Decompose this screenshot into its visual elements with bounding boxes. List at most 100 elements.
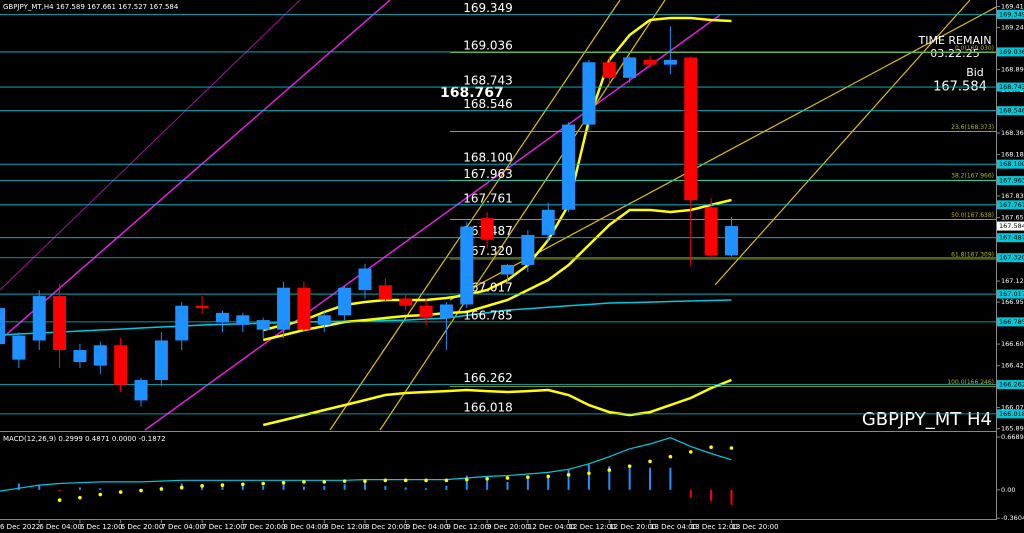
y-tick-label: -0.3604 — [1001, 514, 1024, 522]
signal-dot — [200, 484, 204, 488]
signal-dot — [505, 476, 510, 480]
macd-bar — [384, 485, 387, 490]
macd-bar — [99, 488, 102, 490]
time-remain-label: TIME REMAIN — [918, 34, 992, 47]
level-box — [997, 409, 1024, 419]
price-marker: 168.767 — [440, 85, 504, 101]
indicator-line — [262, 378, 732, 427]
macd-bar — [567, 469, 570, 490]
candle-body — [663, 59, 677, 65]
macd-bar — [323, 485, 326, 490]
signal-dot — [57, 498, 62, 502]
level-box-label: 167.963 — [999, 177, 1024, 185]
macd-bar — [730, 489, 733, 505]
level-label: 167.320 — [463, 244, 513, 258]
candle-body — [419, 305, 433, 318]
fib-label: 50.0(167.638) — [951, 212, 994, 219]
signal-dot — [179, 485, 184, 490]
channel-line — [0, 0, 301, 291]
signal-dot — [566, 473, 571, 477]
signal-dot — [403, 478, 408, 483]
signal-dot — [241, 482, 245, 487]
candle-body — [277, 287, 291, 330]
y-tick-label: 0.6689 — [1001, 433, 1024, 441]
macd-bar — [608, 466, 611, 490]
level-box — [997, 253, 1024, 263]
candle-body — [114, 345, 128, 385]
y-tick-label: 166.420 — [1001, 362, 1024, 370]
candle-body — [93, 345, 107, 366]
x-tick-label: 13 Dec 20:00 — [731, 523, 778, 531]
macd-bar — [58, 489, 61, 492]
y-tick-label: 166.950 — [1001, 298, 1024, 306]
signal-dot — [668, 454, 673, 459]
signal-dot — [98, 492, 103, 497]
candle-body — [358, 268, 372, 291]
level-box-label: 169.036 — [999, 48, 1024, 56]
level-box-label: 166.262 — [999, 381, 1024, 389]
x-tick-label: 8 Dec 12:00 — [324, 523, 367, 531]
signal-dot — [363, 479, 367, 483]
level-box-label: 168.100 — [999, 160, 1024, 168]
candle-body — [684, 57, 698, 201]
signal-dot — [118, 490, 123, 494]
x-tick-label: 6 Dec 20:00 — [121, 523, 164, 531]
y-tick-label: 166.600 — [1001, 340, 1024, 348]
level-box — [997, 9, 1024, 19]
macd-bar — [689, 489, 692, 498]
macd-bar — [221, 485, 224, 490]
level-label: 168.546 — [463, 97, 513, 111]
signal-dot — [261, 481, 265, 486]
y-tick-label: 168.360 — [1001, 129, 1024, 137]
channel-line — [0, 0, 391, 341]
signal-dot — [139, 488, 143, 493]
macd-bar — [404, 487, 407, 490]
candle-body — [256, 320, 270, 330]
x-tick-label: 7 Dec 12:00 — [202, 523, 245, 531]
candle-body — [175, 305, 189, 341]
candle-body — [317, 315, 331, 325]
signal-dot — [78, 495, 82, 500]
level-box-label: 168.743 — [999, 83, 1024, 91]
current-price-box — [997, 221, 1024, 231]
macd-bar — [506, 481, 509, 490]
level-label: 166.018 — [463, 400, 513, 414]
level-box-label: 169.349 — [999, 10, 1024, 18]
time-remain: 03:22:25 — [930, 47, 979, 60]
level-box — [997, 47, 1024, 57]
macd-bar — [241, 485, 244, 490]
level-label: 167.761 — [463, 191, 513, 205]
macd-bar — [282, 482, 285, 490]
macd-bar — [587, 464, 590, 490]
level-label: 168.100 — [463, 151, 513, 165]
candle-body — [480, 218, 494, 240]
macd-bar — [17, 483, 20, 490]
signal-dot — [220, 483, 225, 487]
level-label: 168.743 — [463, 74, 513, 88]
candle-body — [154, 340, 168, 381]
signal-dot — [729, 446, 734, 450]
signal-dot — [464, 477, 469, 482]
level-box — [997, 233, 1024, 243]
level-label: 169.349 — [463, 1, 513, 15]
x-tick-label: 8 Dec 20:00 — [365, 523, 408, 531]
candle-body — [724, 226, 738, 256]
candle-body — [460, 226, 474, 305]
y-tick-label: 169.415 — [1001, 2, 1024, 10]
x-tick-label: 9 Dec 04:00 — [406, 523, 449, 531]
level-box — [997, 176, 1024, 186]
macd-bar — [486, 480, 489, 490]
level-box — [997, 106, 1024, 116]
signal-dot — [709, 445, 713, 450]
macd-bar — [363, 481, 366, 490]
x-tick-label: 12 Dec 04:00 — [528, 523, 575, 531]
macd-bar — [669, 467, 672, 490]
signal-dot — [688, 450, 693, 454]
x-tick-label: 13 Dec 12:00 — [691, 523, 738, 531]
fib-label: 100.0(166.246) — [947, 379, 994, 386]
candle-body — [53, 296, 67, 351]
signal-dot — [526, 475, 530, 479]
level-box-label: 168.546 — [999, 107, 1024, 115]
